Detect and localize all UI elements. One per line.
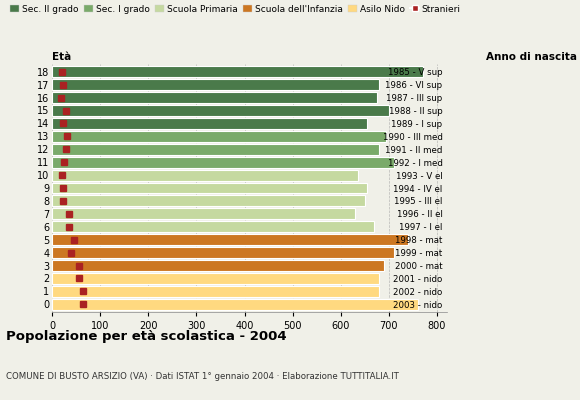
Text: Popolazione per età scolastica - 2004: Popolazione per età scolastica - 2004 xyxy=(6,330,287,343)
Legend: Sec. II grado, Sec. I grado, Scuola Primaria, Scuola dell'Infanzia, Asilo Nido, : Sec. II grado, Sec. I grado, Scuola Prim… xyxy=(10,4,461,14)
Bar xyxy=(52,118,367,129)
Bar xyxy=(52,208,355,219)
Text: Età: Età xyxy=(52,52,71,62)
Bar xyxy=(52,105,389,116)
Bar xyxy=(52,273,379,284)
Bar xyxy=(52,79,379,90)
Text: COMUNE DI BUSTO ARSIZIO (VA) · Dati ISTAT 1° gennaio 2004 · Elaborazione TUTTITA: COMUNE DI BUSTO ARSIZIO (VA) · Dati ISTA… xyxy=(6,372,398,381)
Bar xyxy=(52,170,358,180)
Bar xyxy=(52,92,377,103)
Bar xyxy=(52,131,386,142)
Bar xyxy=(52,286,379,297)
Bar xyxy=(52,221,375,232)
Bar xyxy=(52,299,418,310)
Bar xyxy=(52,196,365,206)
Bar xyxy=(52,234,408,245)
Bar xyxy=(52,66,423,77)
Text: Anno di nascita: Anno di nascita xyxy=(486,52,577,62)
Bar xyxy=(52,157,394,168)
Bar xyxy=(52,260,384,271)
Bar xyxy=(52,144,379,155)
Bar xyxy=(52,247,394,258)
Bar xyxy=(52,182,367,194)
